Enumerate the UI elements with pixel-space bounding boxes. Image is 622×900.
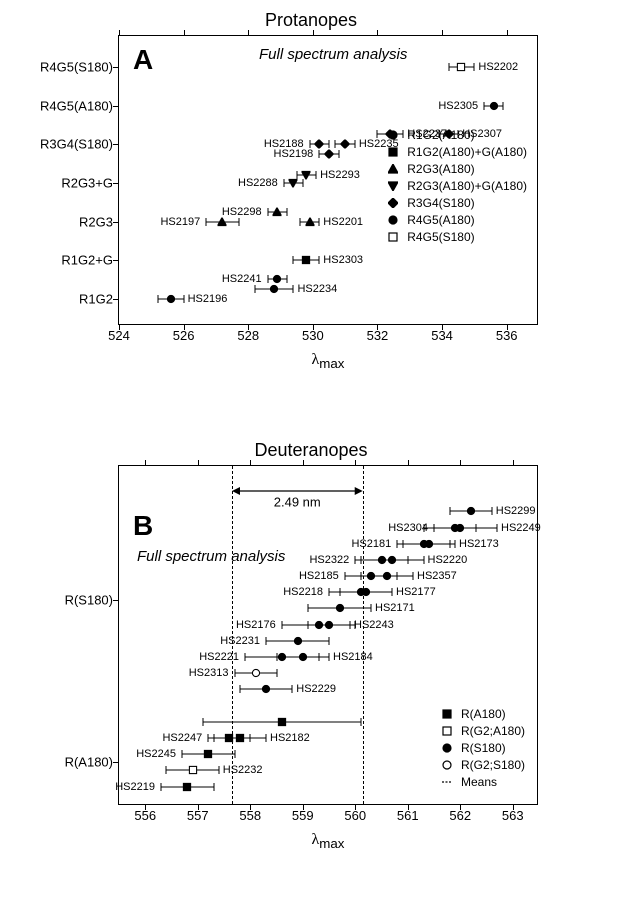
data-point bbox=[325, 620, 334, 629]
point-label: HS2245 bbox=[136, 748, 176, 760]
data-point bbox=[388, 555, 397, 564]
data-point bbox=[382, 572, 391, 581]
point-label: HS2184 bbox=[333, 651, 373, 663]
panel-a-plot: 524526528530532534536R1G2R1G2+GR2G3R2G3+… bbox=[118, 35, 538, 325]
point-label: HS2357 bbox=[417, 570, 457, 582]
subtitle: Full spectrum analysis bbox=[259, 46, 407, 63]
point-label: HS2198 bbox=[274, 148, 314, 160]
data-point bbox=[489, 101, 498, 110]
data-point bbox=[204, 750, 213, 759]
point-label: HS2241 bbox=[222, 273, 262, 285]
legend: R1G2(A180)R1G2(A180)+G(A180)R2G3(A180)R2… bbox=[385, 128, 527, 247]
data-point bbox=[457, 62, 466, 71]
point-label: HS2201 bbox=[323, 216, 363, 228]
data-point bbox=[466, 507, 475, 516]
panel-letter: B bbox=[133, 510, 153, 542]
point-label: HS2234 bbox=[297, 283, 337, 295]
data-point bbox=[273, 207, 282, 216]
data-point bbox=[305, 217, 314, 226]
point-label: HS2197 bbox=[160, 216, 200, 228]
data-point bbox=[293, 636, 302, 645]
data-point bbox=[273, 274, 282, 283]
data-point bbox=[325, 150, 334, 159]
panel-b-xlabel: λmax bbox=[118, 831, 538, 851]
point-label: HS2219 bbox=[115, 781, 155, 793]
data-point bbox=[183, 782, 192, 791]
point-label: HS2176 bbox=[236, 619, 276, 631]
point-label: HS2247 bbox=[162, 732, 202, 744]
data-point bbox=[262, 685, 271, 694]
data-point bbox=[361, 588, 370, 597]
subtitle: Full spectrum analysis bbox=[137, 548, 285, 565]
point-label: HS2177 bbox=[396, 586, 436, 598]
panel-letter: A bbox=[133, 44, 153, 76]
data-point bbox=[298, 653, 307, 662]
data-point bbox=[218, 217, 227, 226]
point-label: HS2231 bbox=[220, 635, 260, 647]
legend: R(A180)R(G2;A180)R(S180)R(G2;S180)Means bbox=[439, 707, 525, 792]
data-point bbox=[251, 669, 260, 678]
panel-a: Protanopes Genotype 52452652853053253453… bbox=[0, 10, 622, 420]
data-point bbox=[289, 178, 298, 187]
point-label: HS2218 bbox=[283, 586, 323, 598]
point-label: HS2181 bbox=[351, 538, 391, 550]
point-label: HS2221 bbox=[199, 651, 239, 663]
point-label: HS2299 bbox=[496, 505, 536, 517]
point-label: HS2243 bbox=[354, 619, 394, 631]
point-label: HS2182 bbox=[270, 732, 310, 744]
panel-b: Deuteranopes Genotype 556557558559560561… bbox=[0, 440, 622, 880]
point-label: HS2303 bbox=[323, 254, 363, 266]
point-label: HS2288 bbox=[238, 177, 278, 189]
point-label: HS2249 bbox=[501, 522, 541, 534]
data-point bbox=[341, 140, 350, 149]
figure: { "panelA": { "title": "Protanopes", "le… bbox=[0, 0, 622, 900]
data-point bbox=[315, 140, 324, 149]
data-point bbox=[188, 766, 197, 775]
point-label: HS2185 bbox=[299, 570, 339, 582]
panel-b-title: Deuteranopes bbox=[0, 440, 622, 461]
panel-a-title: Protanopes bbox=[0, 10, 622, 31]
data-point bbox=[424, 539, 433, 548]
point-label: HS2229 bbox=[296, 683, 336, 695]
point-label: HS2202 bbox=[478, 61, 518, 73]
panel-a-xlabel: λmax bbox=[118, 351, 538, 371]
data-point bbox=[456, 523, 465, 532]
data-point bbox=[302, 170, 311, 179]
point-label: HS2220 bbox=[428, 554, 468, 566]
data-point bbox=[166, 294, 175, 303]
point-label: HS2322 bbox=[309, 554, 349, 566]
point-label: HS2232 bbox=[223, 764, 263, 776]
data-point bbox=[302, 256, 311, 265]
point-label: HS2171 bbox=[375, 602, 415, 614]
data-point bbox=[270, 284, 279, 293]
point-label: HS2196 bbox=[188, 293, 228, 305]
point-label: HS2313 bbox=[189, 667, 229, 679]
data-point bbox=[277, 717, 286, 726]
data-point bbox=[235, 734, 244, 743]
panel-b-plot: 556557558559560561562563R(A180)R(S180)2.… bbox=[118, 465, 538, 805]
point-label: HS2173 bbox=[459, 538, 499, 550]
point-label: HS2298 bbox=[222, 206, 262, 218]
point-label: HS2293 bbox=[320, 169, 360, 181]
point-label: HS2305 bbox=[438, 100, 478, 112]
data-point bbox=[335, 604, 344, 613]
